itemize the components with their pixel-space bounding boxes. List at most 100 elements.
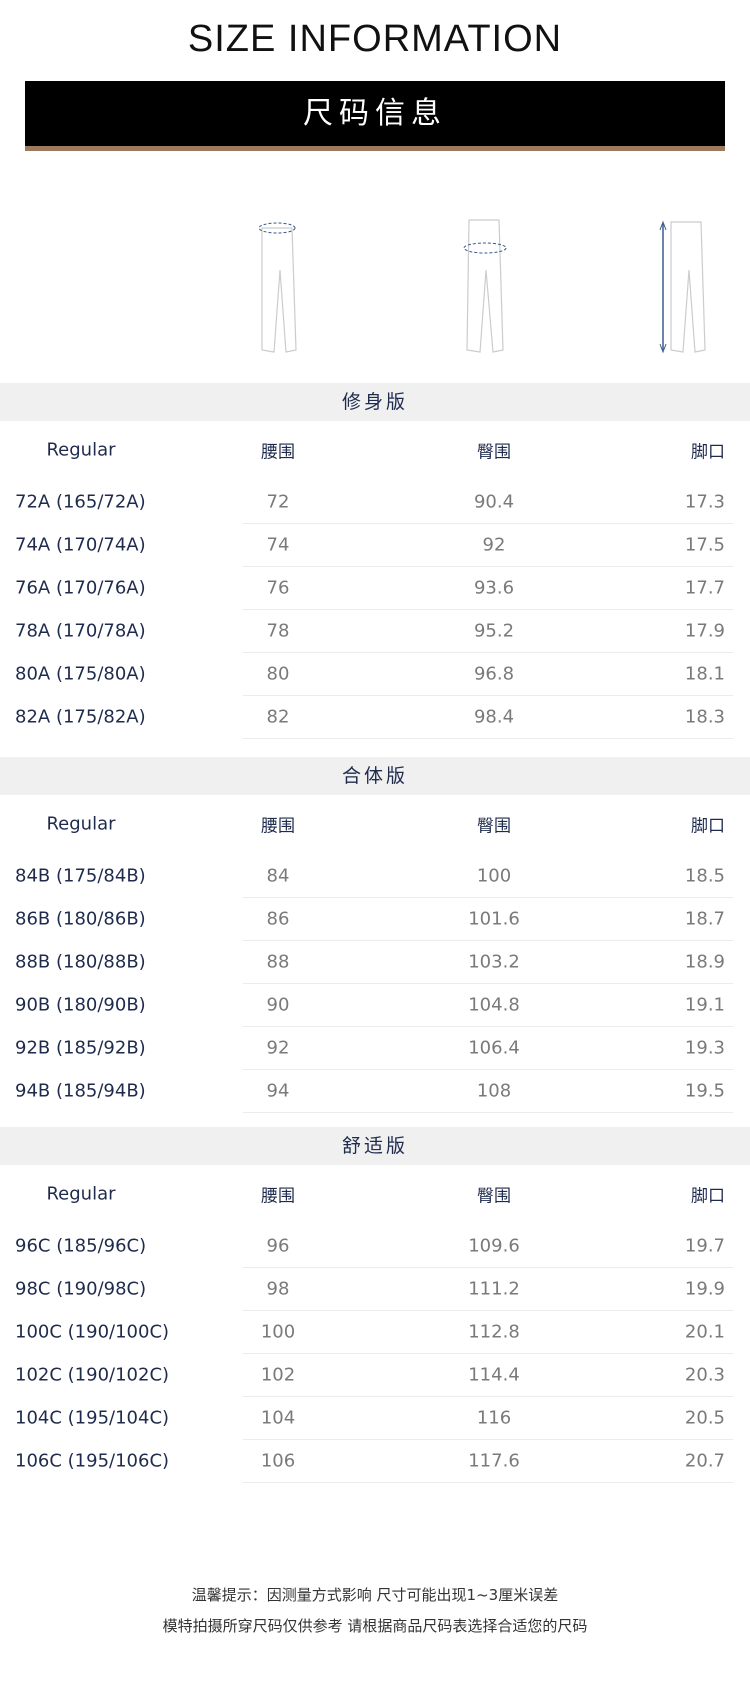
waist-value: 88 bbox=[266, 951, 290, 973]
waist-value: 74 bbox=[266, 534, 290, 556]
hem-value: 17.3 bbox=[684, 491, 725, 513]
row-divider bbox=[243, 523, 733, 524]
hem-value: 18.3 bbox=[684, 706, 725, 728]
column-header-hem: 脚口 bbox=[691, 1186, 725, 1207]
hem-value: 17.9 bbox=[684, 620, 725, 642]
row-divider bbox=[243, 1112, 733, 1113]
pants-waist-measure-icon bbox=[258, 222, 297, 353]
banner: 尺码信息 bbox=[25, 81, 725, 151]
size-label: 106C (195/106C) bbox=[15, 1450, 170, 1472]
row-divider bbox=[243, 1267, 733, 1268]
size-label: 104C (195/104C) bbox=[15, 1407, 170, 1429]
hip-value: 98.4 bbox=[473, 706, 515, 728]
hip-value: 95.2 bbox=[473, 620, 515, 642]
size-label: 72A (165/72A) bbox=[15, 491, 146, 513]
column-header-hem: 脚口 bbox=[691, 816, 725, 837]
section-title: 合体版 bbox=[0, 757, 750, 795]
hem-value: 19.7 bbox=[684, 1235, 725, 1257]
row-divider bbox=[243, 940, 733, 941]
page-title: SIZE INFORMATION bbox=[187, 18, 563, 60]
size-label: 94B (185/94B) bbox=[15, 1080, 146, 1102]
hem-value: 17.5 bbox=[684, 534, 725, 556]
hip-value: 114.4 bbox=[468, 1364, 520, 1386]
size-label: 88B (180/88B) bbox=[15, 951, 146, 973]
hem-value: 19.5 bbox=[684, 1080, 725, 1102]
waist-value: 102 bbox=[260, 1364, 296, 1386]
hem-value: 20.5 bbox=[684, 1407, 725, 1429]
waist-value: 96 bbox=[266, 1235, 290, 1257]
footer-note-2: 模特拍摄所穿尺码仅供参考 请根据商品尺码表选择合适您的尺码 bbox=[162, 1617, 588, 1635]
hem-value: 18.5 bbox=[684, 865, 725, 887]
row-divider bbox=[243, 1353, 733, 1354]
hem-value: 20.7 bbox=[684, 1450, 725, 1472]
row-divider bbox=[243, 738, 733, 739]
waist-value: 100 bbox=[260, 1321, 296, 1343]
column-header-size: Regular bbox=[46, 1183, 116, 1205]
measurement-figures bbox=[0, 200, 750, 360]
hem-value: 19.3 bbox=[684, 1037, 725, 1059]
size-label: 90B (180/90B) bbox=[15, 994, 146, 1016]
hip-value: 90.4 bbox=[473, 491, 515, 513]
size-label: 82A (175/82A) bbox=[15, 706, 146, 728]
hem-value: 18.7 bbox=[684, 908, 725, 930]
row-divider bbox=[243, 1310, 733, 1311]
row-divider bbox=[243, 695, 733, 696]
waist-value: 80 bbox=[266, 663, 290, 685]
size-label: 86B (180/86B) bbox=[15, 908, 146, 930]
waist-value: 94 bbox=[266, 1080, 290, 1102]
size-label: 100C (190/100C) bbox=[15, 1321, 170, 1343]
column-header-waist: 腰围 bbox=[261, 442, 295, 463]
hip-value: 117.6 bbox=[468, 1450, 520, 1472]
waist-value: 72 bbox=[266, 491, 290, 513]
waist-value: 86 bbox=[266, 908, 290, 930]
section-title: 舒适版 bbox=[0, 1127, 750, 1165]
hem-value: 20.1 bbox=[684, 1321, 725, 1343]
waist-value: 78 bbox=[266, 620, 290, 642]
waist-value: 76 bbox=[266, 577, 290, 599]
hip-value: 93.6 bbox=[473, 577, 515, 599]
hem-value: 20.3 bbox=[684, 1364, 725, 1386]
waist-value: 82 bbox=[266, 706, 290, 728]
hem-value: 18.9 bbox=[684, 951, 725, 973]
column-header-waist: 腰围 bbox=[261, 816, 295, 837]
footer-note-1: 温馨提示：因测量方式影响 尺寸可能出现1~3厘米误差 bbox=[191, 1586, 559, 1604]
column-header-size: Regular bbox=[46, 813, 116, 835]
hem-value: 18.1 bbox=[684, 663, 725, 685]
column-header-hem: 脚口 bbox=[691, 442, 725, 463]
row-divider bbox=[243, 1396, 733, 1397]
hip-value: 101.6 bbox=[468, 908, 520, 930]
hem-value: 19.1 bbox=[684, 994, 725, 1016]
hem-value: 17.7 bbox=[684, 577, 725, 599]
size-label: 74A (170/74A) bbox=[15, 534, 146, 556]
hip-value: 92 bbox=[482, 534, 506, 556]
hip-value: 106.4 bbox=[468, 1037, 520, 1059]
size-label: 102C (190/102C) bbox=[15, 1364, 170, 1386]
size-section: 修身版 Regular 腰围 臀围 脚口 72A (165/72A) 72 90.4 17.3 7… bbox=[0, 383, 750, 753]
size-label: 78A (170/78A) bbox=[15, 620, 146, 642]
size-label: 98C (190/98C) bbox=[15, 1278, 147, 1300]
hip-value: 103.2 bbox=[468, 951, 520, 973]
row-divider bbox=[243, 983, 733, 984]
waist-value: 104 bbox=[260, 1407, 296, 1429]
pants-length-measure-icon bbox=[659, 220, 706, 354]
waist-value: 106 bbox=[260, 1450, 296, 1472]
hip-value: 100 bbox=[476, 865, 512, 887]
column-header-hip: 臀围 bbox=[477, 1186, 511, 1207]
row-divider bbox=[243, 566, 733, 567]
banner-title: 尺码信息 bbox=[303, 96, 447, 131]
hip-value: 111.2 bbox=[468, 1278, 520, 1300]
row-divider bbox=[243, 1482, 733, 1483]
section-title: 修身版 bbox=[0, 383, 750, 421]
column-header-hip: 臀围 bbox=[477, 816, 511, 837]
row-divider bbox=[243, 609, 733, 610]
column-header-waist: 腰围 bbox=[261, 1186, 295, 1207]
row-divider bbox=[243, 1069, 733, 1070]
waist-value: 98 bbox=[266, 1278, 290, 1300]
hip-value: 116 bbox=[476, 1407, 512, 1429]
size-section: 合体版 Regular 腰围 臀围 脚口 84B (175/84B) 84 100 18.5 86… bbox=[0, 757, 750, 1127]
row-divider bbox=[243, 897, 733, 898]
size-label: 92B (185/92B) bbox=[15, 1037, 146, 1059]
hip-value: 104.8 bbox=[468, 994, 520, 1016]
row-divider bbox=[243, 652, 733, 653]
waist-value: 84 bbox=[266, 865, 290, 887]
